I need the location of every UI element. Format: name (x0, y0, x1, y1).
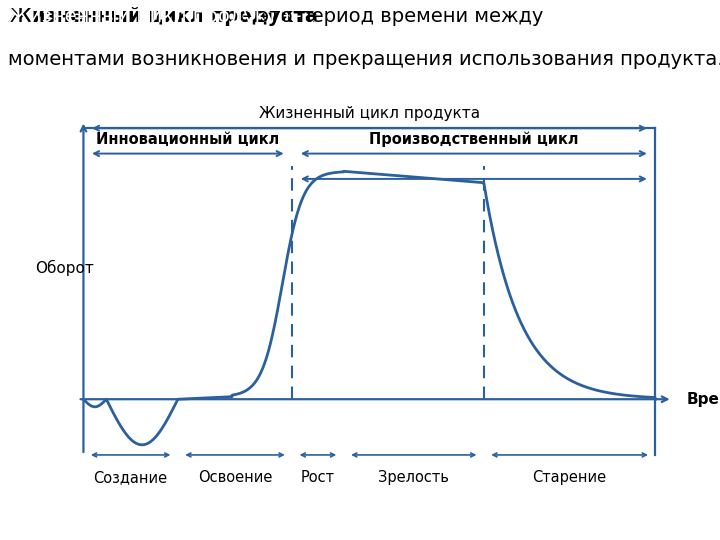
Text: Освоение: Освоение (198, 470, 272, 485)
Text: Зрелость: Зрелость (378, 470, 449, 485)
Text: Жизненный цикл продукта: Жизненный цикл продукта (259, 106, 480, 120)
Text: – это период времени между: – это период времени между (236, 7, 544, 26)
Text: Старение: Старение (533, 470, 607, 485)
Text: Жизненный цикл продукта – это период времени между: Жизненный цикл продукта – это период вре… (8, 7, 598, 26)
Text: Жизненный цикл продукта: Жизненный цикл продукта (8, 7, 318, 26)
Text: Создание: Создание (94, 470, 168, 485)
Text: моментами возникновения и прекращения использования продукта.: моментами возникновения и прекращения ис… (8, 50, 720, 69)
Text: Оборот: Оборот (35, 259, 94, 275)
Text: Производственный цикл: Производственный цикл (369, 132, 579, 147)
Text: Время: Время (687, 392, 720, 407)
Text: Инновационный цикл: Инновационный цикл (96, 132, 279, 147)
Text: Рост: Рост (301, 470, 335, 485)
